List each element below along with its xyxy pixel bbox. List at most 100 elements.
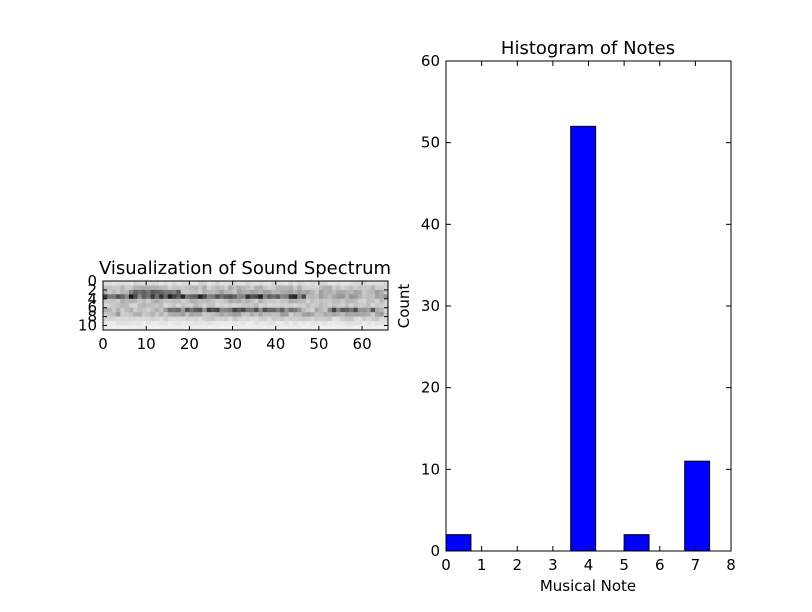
heatmap-cell xyxy=(172,289,177,295)
heatmap-cell xyxy=(383,285,389,291)
heatmap-cell xyxy=(254,281,259,286)
heatmap-cell xyxy=(258,321,264,326)
heatmap-cell xyxy=(185,307,190,313)
heatmap-cell xyxy=(383,325,389,331)
heatmap-cell xyxy=(210,298,216,304)
heatmap-cell xyxy=(115,298,121,304)
heatmap-cell xyxy=(219,307,225,313)
heatmap-cell xyxy=(301,294,307,300)
heatmap-cell xyxy=(297,307,303,313)
heatmap-cell xyxy=(357,281,363,286)
heatmap-cell xyxy=(254,303,259,309)
heatmap-cell xyxy=(111,281,117,286)
heatmap-cell xyxy=(137,316,143,322)
heatmap-cell xyxy=(293,285,298,291)
heatmap-cell xyxy=(146,312,151,318)
heatmap-cell xyxy=(305,289,311,295)
heatmap-cell xyxy=(258,294,264,300)
heatmap-cell xyxy=(327,307,333,313)
heatmap-cell xyxy=(172,325,177,331)
y-tick-label: 6 xyxy=(87,299,97,317)
heatmap-cell xyxy=(241,289,246,295)
heatmap-cell xyxy=(189,303,195,309)
heatmap-cell xyxy=(120,325,125,331)
heatmap-cell xyxy=(267,307,272,313)
heatmap-cell xyxy=(375,285,380,291)
heatmap-cell xyxy=(267,294,272,300)
heatmap-cell xyxy=(219,312,225,318)
heatmap-cell xyxy=(176,298,182,304)
heatmap-cell xyxy=(383,294,389,300)
heatmap-cell xyxy=(176,294,182,300)
x-tick-label: 7 xyxy=(691,556,701,574)
heatmap-cell xyxy=(375,289,380,295)
heatmap-cell xyxy=(271,316,277,322)
heatmap-cell xyxy=(336,307,341,313)
heatmap-cell xyxy=(314,294,320,300)
heatmap-cell xyxy=(185,325,190,331)
heatmap-cell xyxy=(167,307,173,313)
heatmap-cell xyxy=(288,294,294,300)
heatmap-cell xyxy=(115,289,121,295)
heatmap-cell xyxy=(340,307,346,313)
heatmap-cell xyxy=(314,298,320,304)
heatmap-cell xyxy=(219,294,225,300)
heatmap-cell xyxy=(293,281,298,286)
heatmap-cell xyxy=(262,289,268,295)
heatmap-cell xyxy=(383,303,389,309)
heatmap-cell xyxy=(383,316,389,322)
heatmap-cell xyxy=(349,285,354,291)
heatmap-cell xyxy=(323,281,328,286)
heatmap-cell xyxy=(357,285,363,291)
heatmap-cell xyxy=(323,298,328,304)
heatmap-cell xyxy=(375,312,380,318)
heatmap-cell xyxy=(167,303,173,309)
heatmap-cell xyxy=(370,303,376,309)
heatmap-cell xyxy=(366,298,372,304)
x-tick-label: 0 xyxy=(441,556,451,574)
heatmap-cell xyxy=(267,289,272,295)
heatmap-cell xyxy=(254,285,259,291)
heatmap-cell xyxy=(146,294,151,300)
heatmap-cell xyxy=(327,298,333,304)
heatmap-cell xyxy=(275,325,281,331)
heatmap-cell xyxy=(305,294,311,300)
heatmap-cell xyxy=(331,325,337,331)
heatmap-cell xyxy=(228,307,233,313)
heatmap-cell xyxy=(331,307,337,313)
heatmap-cell xyxy=(219,325,225,331)
heatmap-cell xyxy=(353,321,359,326)
heatmap-cell xyxy=(267,325,272,331)
heatmap-cell xyxy=(146,298,151,304)
heatmap-cell xyxy=(163,289,169,295)
heatmap-cell xyxy=(206,316,212,322)
heatmap-cell xyxy=(236,294,242,300)
heatmap-cell xyxy=(124,325,130,331)
heatmap-cell xyxy=(293,307,298,313)
heatmap-cell xyxy=(219,321,225,326)
heatmap-cell xyxy=(198,294,203,300)
heatmap-cell xyxy=(284,307,290,313)
heatmap-cell xyxy=(383,307,389,313)
heatmap-cell xyxy=(150,325,156,331)
heatmap-cell xyxy=(267,298,272,304)
heatmap-cell xyxy=(349,321,354,326)
y-tick-label: 60 xyxy=(421,52,440,70)
heatmap-cell xyxy=(370,325,376,331)
heatmap-cell xyxy=(301,307,307,313)
heatmap-cell xyxy=(241,316,246,322)
heatmap-cell xyxy=(198,303,203,309)
y-tick-label: 10 xyxy=(78,317,97,335)
heatmap-cell xyxy=(103,303,108,309)
heatmap-cell xyxy=(336,298,341,304)
heatmap-cell xyxy=(120,321,125,326)
heatmap-cell xyxy=(336,289,341,295)
heatmap-cell xyxy=(202,285,208,291)
heatmap-cell xyxy=(193,285,199,291)
heatmap-cell xyxy=(120,303,125,309)
heatmap-cell xyxy=(271,289,277,295)
heatmap-cell xyxy=(271,312,277,318)
heatmap-cell xyxy=(128,294,134,300)
heatmap-cell xyxy=(284,298,290,304)
heatmap-cell xyxy=(262,307,268,313)
